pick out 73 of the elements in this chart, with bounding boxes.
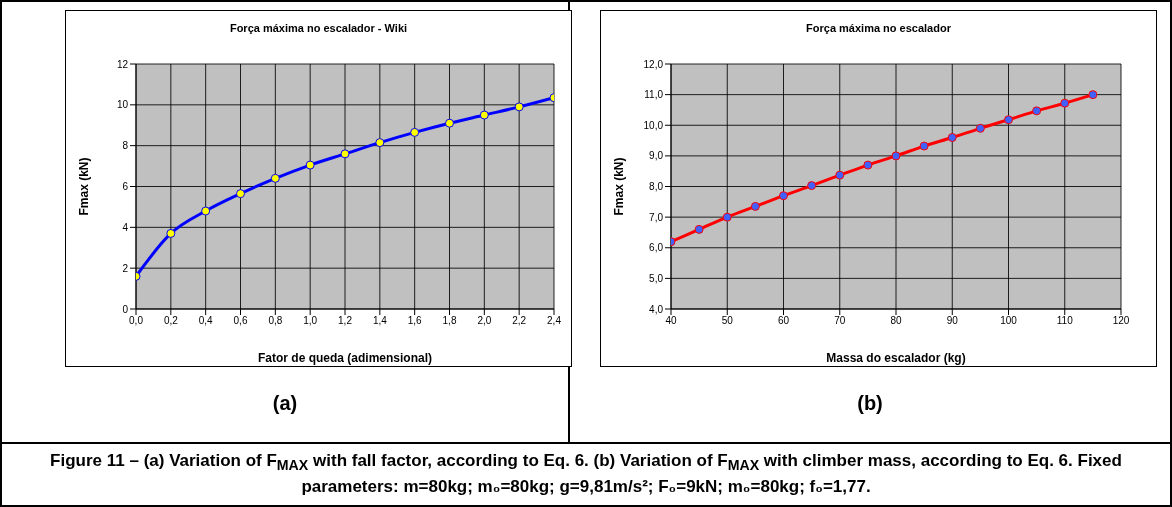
- x-tick-label: 2,0: [477, 315, 492, 327]
- point: [479, 110, 489, 120]
- y-axis-title: Fmax (kN): [77, 157, 92, 216]
- point: [236, 189, 245, 199]
- x-tick-label: 100: [1000, 315, 1018, 327]
- point: [514, 102, 524, 112]
- y-tick-label: 5,0: [649, 272, 664, 284]
- point: [947, 133, 957, 142]
- point: [863, 160, 873, 170]
- y-tick-label: 0: [122, 303, 129, 315]
- chart-title: Força máxima no escalador: [805, 22, 952, 34]
- point: [835, 170, 845, 180]
- point: [891, 151, 901, 161]
- x-tick-label: 1,6: [407, 315, 423, 327]
- point: [722, 212, 732, 222]
- y-tick-label: 6,0: [649, 242, 664, 254]
- point: [166, 228, 176, 238]
- point: [445, 118, 454, 128]
- point: [270, 173, 280, 183]
- point: [201, 206, 211, 216]
- x-tick-label: 110: [1056, 315, 1074, 327]
- y-tick-label: 10: [116, 99, 129, 111]
- y-tick-label: 12,0: [643, 58, 664, 70]
- x-tick-label: 0,4: [198, 315, 214, 327]
- x-tick-label: 2,4: [547, 315, 562, 327]
- point: [1088, 90, 1098, 100]
- x-tick-label: 1,0: [303, 315, 318, 327]
- x-tick-label: 60: [777, 315, 790, 327]
- x-tick-label: 80: [890, 315, 902, 327]
- point: [807, 181, 817, 191]
- point: [340, 149, 350, 159]
- point: [305, 160, 315, 170]
- x-tick-label: 50: [721, 315, 734, 327]
- y-tick-label: 6: [122, 181, 129, 193]
- x-tick-label: 0,8: [268, 315, 283, 327]
- text: (b): [856, 392, 884, 415]
- x-tick-label: 90: [946, 315, 959, 327]
- point: [779, 191, 788, 201]
- point: [1060, 98, 1070, 108]
- text: (a): [271, 392, 299, 415]
- point: [1004, 115, 1013, 125]
- y-tick-label: 7,0: [649, 211, 664, 223]
- y-tick-label: 2: [122, 262, 129, 274]
- y-tick-label: 10,0: [643, 119, 664, 131]
- y-tick-label: 4: [122, 221, 129, 233]
- point: [919, 141, 929, 151]
- caption: Figure 11 – (a) Variation of F$_{MAX}$ with fall factor, according to Eq. 6. (b) Variation of F$_{MAX}$ with climber mass, according to Eq. 6. Fixed parameters: m=80kg; m₀=80kg; g=9,81m/s²; F₀=9kN; m₀=80kg; f₀=1,77.: [2, 442, 1170, 498]
- y-tick-label: 8: [122, 140, 129, 152]
- x-tick-label: 40: [665, 315, 677, 327]
- x-tick-label: 1,2: [338, 315, 353, 327]
- point: [694, 224, 704, 234]
- x-tick-label: 0,0: [129, 315, 144, 327]
- x-tick-label: 2,2: [512, 315, 527, 327]
- point: [410, 127, 420, 137]
- x-tick-label: 1,8: [442, 315, 457, 327]
- chart-title: Força máxima no escalador - Wiki: [228, 22, 409, 34]
- x-axis-title: Fator de queda (adimensional): [257, 351, 433, 365]
- y-tick-label: 11,0: [644, 89, 664, 101]
- x-tick-label: 70: [834, 315, 846, 327]
- point: [750, 201, 760, 211]
- point: [375, 138, 385, 148]
- x-tick-label: 0,6: [233, 315, 248, 327]
- x-axis-title: Massa do escalador (kg): [826, 351, 966, 365]
- y-tick-label: 8,0: [649, 181, 664, 193]
- point: [1032, 106, 1042, 116]
- point: [975, 123, 985, 133]
- x-tick-label: 1,4: [372, 315, 388, 327]
- x-tick-label: 0,2: [163, 315, 179, 327]
- y-tick-label: 4,0: [649, 303, 664, 315]
- y-tick-label: 9,0: [649, 150, 664, 162]
- y-axis-title: Fmax (kN): [612, 157, 627, 216]
- x-tick-label: 120: [1112, 315, 1130, 327]
- y-tick-label: 12: [116, 58, 129, 70]
